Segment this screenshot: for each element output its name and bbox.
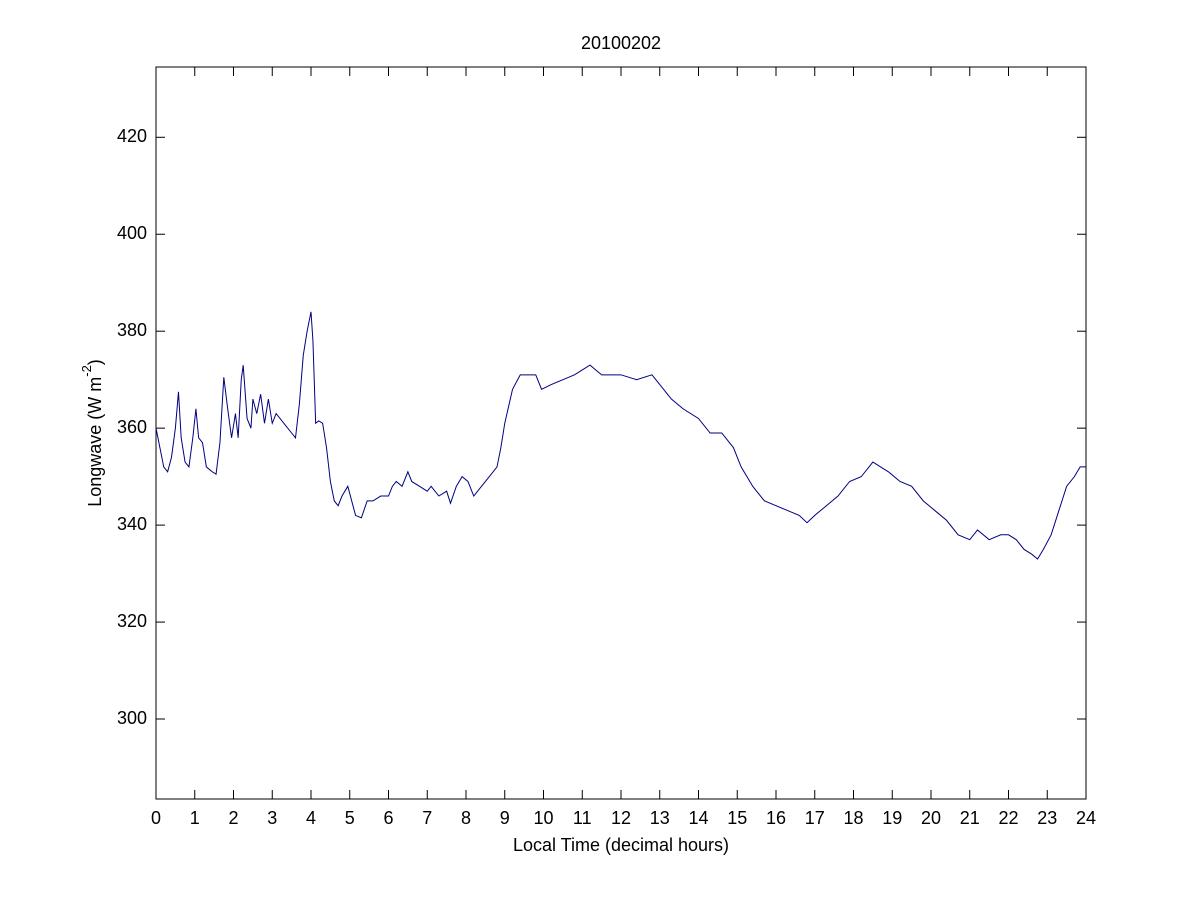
x-tick-label: 0 xyxy=(151,808,161,828)
x-tick-label: 9 xyxy=(500,808,510,828)
plot-area xyxy=(155,66,1087,800)
x-tick-label: 2 xyxy=(228,808,238,828)
x-tick-label: 24 xyxy=(1076,808,1096,828)
x-tick-label: 17 xyxy=(805,808,825,828)
x-tick-label: 21 xyxy=(960,808,980,828)
x-tick-label: 13 xyxy=(650,808,670,828)
y-tick-label: 320 xyxy=(117,611,147,631)
x-tick-label: 12 xyxy=(611,808,631,828)
chart-title: 20100202 xyxy=(581,33,661,53)
x-tick-label: 22 xyxy=(998,808,1018,828)
x-tick-label: 3 xyxy=(267,808,277,828)
x-tick-label: 6 xyxy=(383,808,393,828)
x-tick-label: 8 xyxy=(461,808,471,828)
y-axis-label: Longwave (W m-2) xyxy=(79,359,104,507)
y-tick-label: 420 xyxy=(117,126,147,146)
data-line xyxy=(155,311,1086,560)
x-tick-label: 23 xyxy=(1037,808,1057,828)
x-tick-label: 4 xyxy=(306,808,316,828)
y-tick-label: 300 xyxy=(117,708,147,728)
x-tick-label: 5 xyxy=(345,808,355,828)
x-tick-label: 18 xyxy=(843,808,863,828)
x-tick-label: 11 xyxy=(573,808,592,828)
x-tick-label: 14 xyxy=(688,808,708,828)
x-tick-label: 7 xyxy=(422,808,432,828)
y-axis-label-tail: ) xyxy=(85,359,105,365)
y-tick-label: 360 xyxy=(117,417,147,437)
y-axis-label-text: Longwave (W m xyxy=(85,377,105,507)
x-tick-label: 20 xyxy=(921,808,941,828)
y-tick-label: 340 xyxy=(117,514,147,534)
x-tick-label: 1 xyxy=(190,808,200,828)
y-tick-label: 380 xyxy=(117,320,147,340)
x-tick-label: 10 xyxy=(533,808,553,828)
y-axis-label-sup: -2 xyxy=(79,365,94,377)
x-tick-label: 15 xyxy=(727,808,747,828)
x-tick-label: 16 xyxy=(766,808,786,828)
x-tick-label: 19 xyxy=(882,808,902,828)
x-axis-label: Local Time (decimal hours) xyxy=(513,835,729,855)
y-tick-label: 400 xyxy=(117,223,147,243)
